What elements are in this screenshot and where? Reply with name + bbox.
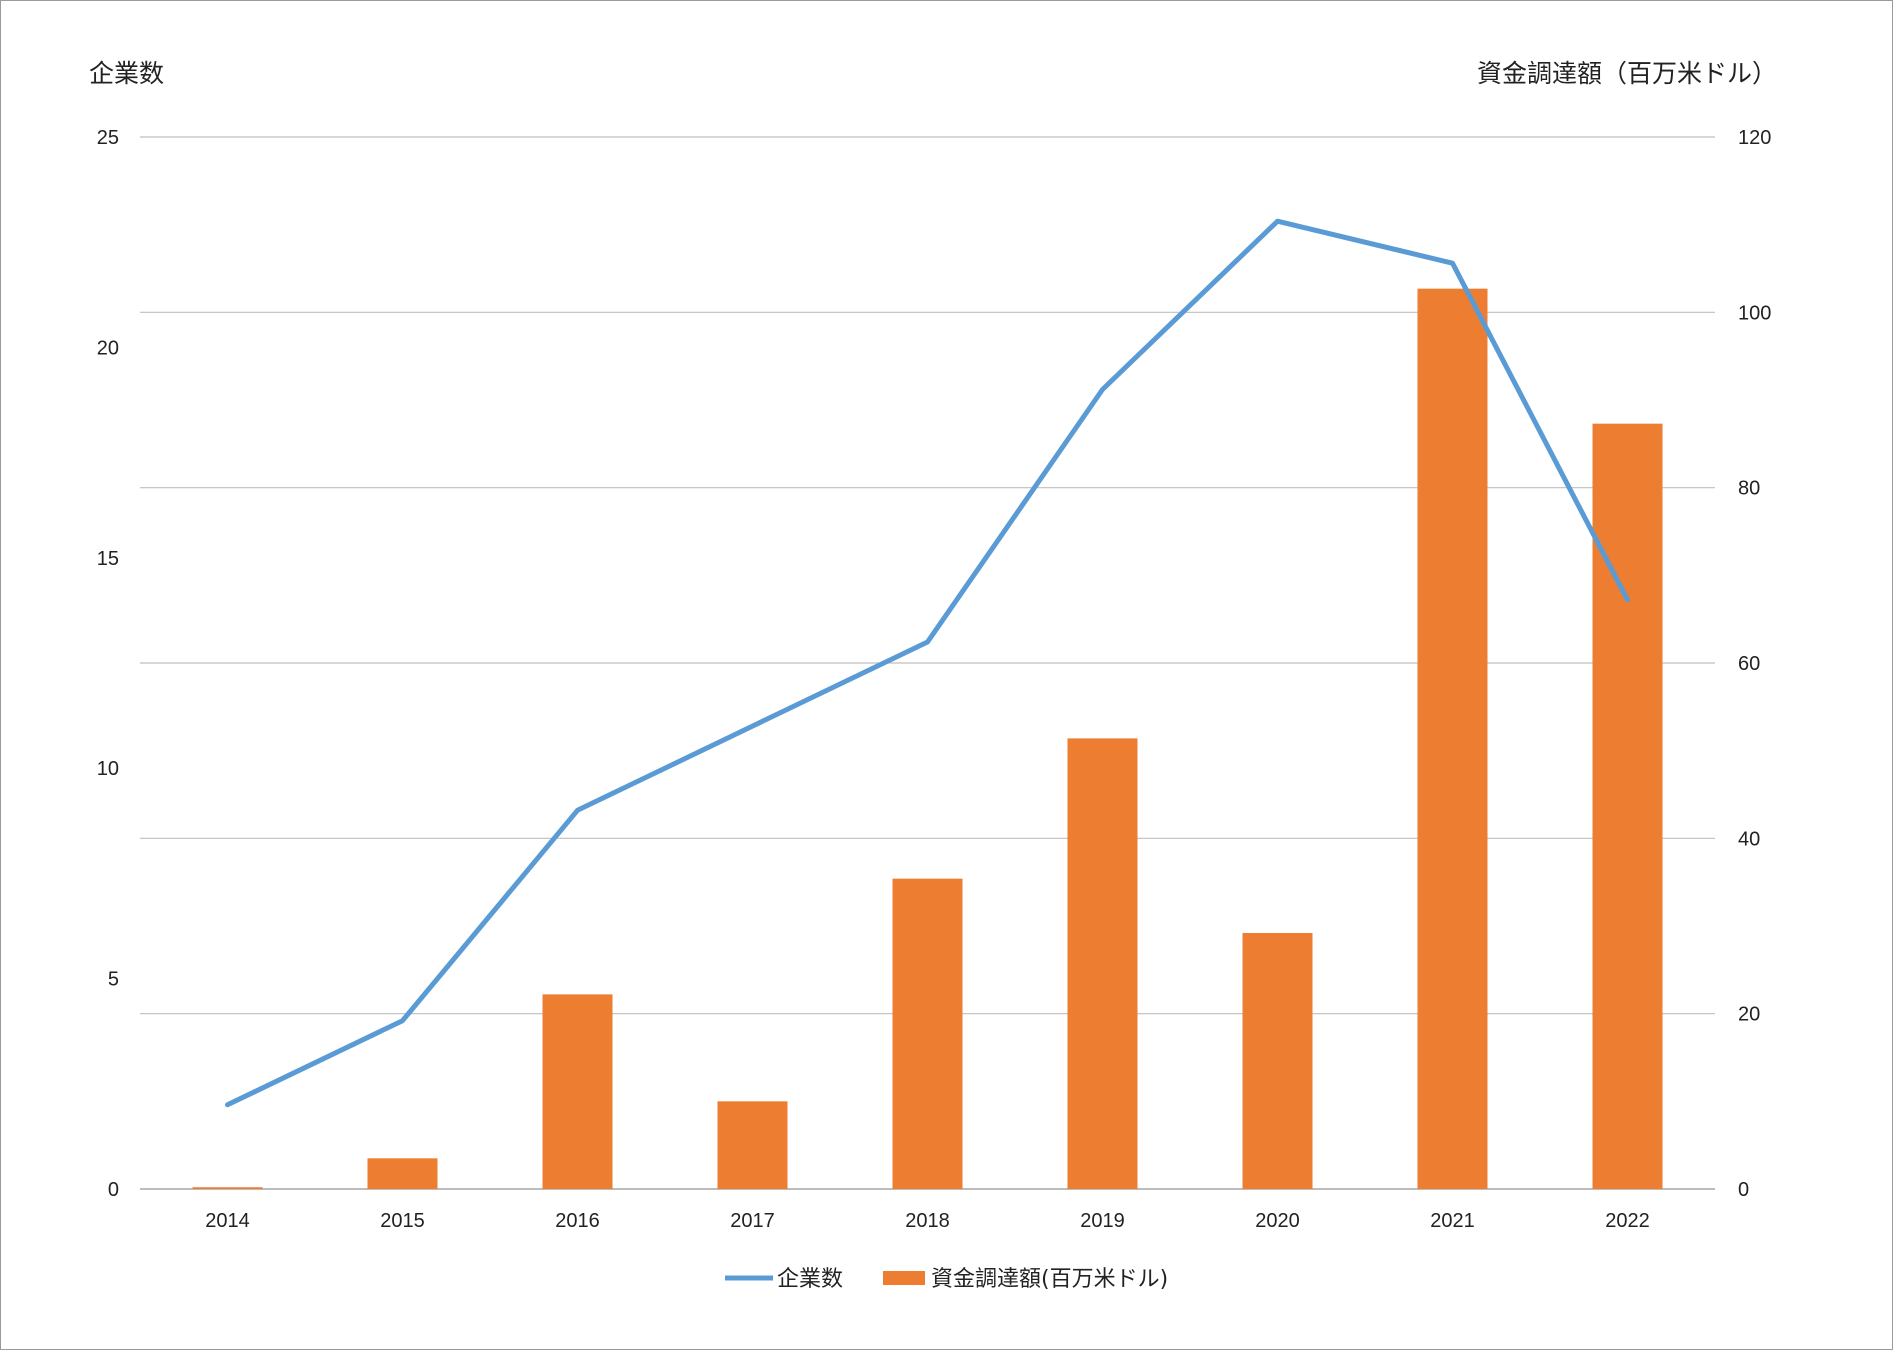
- right-tick-label: 20: [1738, 1004, 1760, 1026]
- x-tick-label: 2019: [1080, 1210, 1125, 1232]
- bar-2019: [1068, 738, 1138, 1189]
- bar-2020: [1243, 933, 1313, 1189]
- right-axis-title: 資金調達額（百万米ドル）: [1477, 59, 1777, 88]
- legend: 企業数 資金調達額(百万米ドル): [725, 1267, 1168, 1292]
- x-tick-label: 2014: [205, 1210, 250, 1232]
- right-tick-label: 100: [1738, 302, 1771, 324]
- bar-2021: [1418, 289, 1488, 1189]
- x-tick-label: 2021: [1430, 1210, 1475, 1232]
- x-tick-label: 2020: [1255, 1210, 1300, 1232]
- bar-2015: [368, 1158, 438, 1189]
- left-tick-label: 10: [97, 758, 119, 780]
- bar-2016: [543, 994, 613, 1189]
- left-tick-label: 5: [108, 969, 119, 991]
- x-tick-label: 2016: [555, 1210, 600, 1232]
- left-tick-label: 20: [97, 337, 119, 359]
- bar-2022: [1593, 424, 1663, 1189]
- right-tick-label: 80: [1738, 478, 1760, 500]
- x-tick-label: 2018: [905, 1210, 950, 1232]
- bar-2018: [893, 879, 963, 1189]
- x-tick-label: 2022: [1605, 1210, 1650, 1232]
- right-tick-label: 120: [1738, 127, 1771, 149]
- left-tick-label: 15: [97, 548, 119, 570]
- bar-2017: [718, 1101, 788, 1189]
- legend-entry-funding: 資金調達額(百万米ドル): [931, 1267, 1168, 1292]
- legend-bar-swatch: [883, 1271, 925, 1285]
- right-tick-label: 40: [1738, 828, 1760, 850]
- x-axis-ticks: 2014 2015 2016 2017 2018 2019 2020 2021 2022: [205, 1210, 1650, 1232]
- left-axis-ticks: 0 5 10 15 20 25: [97, 127, 119, 1201]
- bar-2014: [193, 1187, 263, 1189]
- legend-entry-companies: 企業数: [777, 1267, 843, 1292]
- right-tick-label: 60: [1738, 653, 1760, 675]
- x-tick-label: 2015: [380, 1210, 425, 1232]
- left-tick-label: 0: [108, 1179, 119, 1201]
- right-axis-ticks: 0 20 40 60 80 100 120: [1738, 127, 1771, 1201]
- left-tick-label: 25: [97, 127, 119, 149]
- x-tick-label: 2017: [730, 1210, 775, 1232]
- left-axis-title: 企業数: [89, 59, 164, 88]
- bar-series: [193, 289, 1663, 1189]
- right-tick-label: 0: [1738, 1179, 1749, 1201]
